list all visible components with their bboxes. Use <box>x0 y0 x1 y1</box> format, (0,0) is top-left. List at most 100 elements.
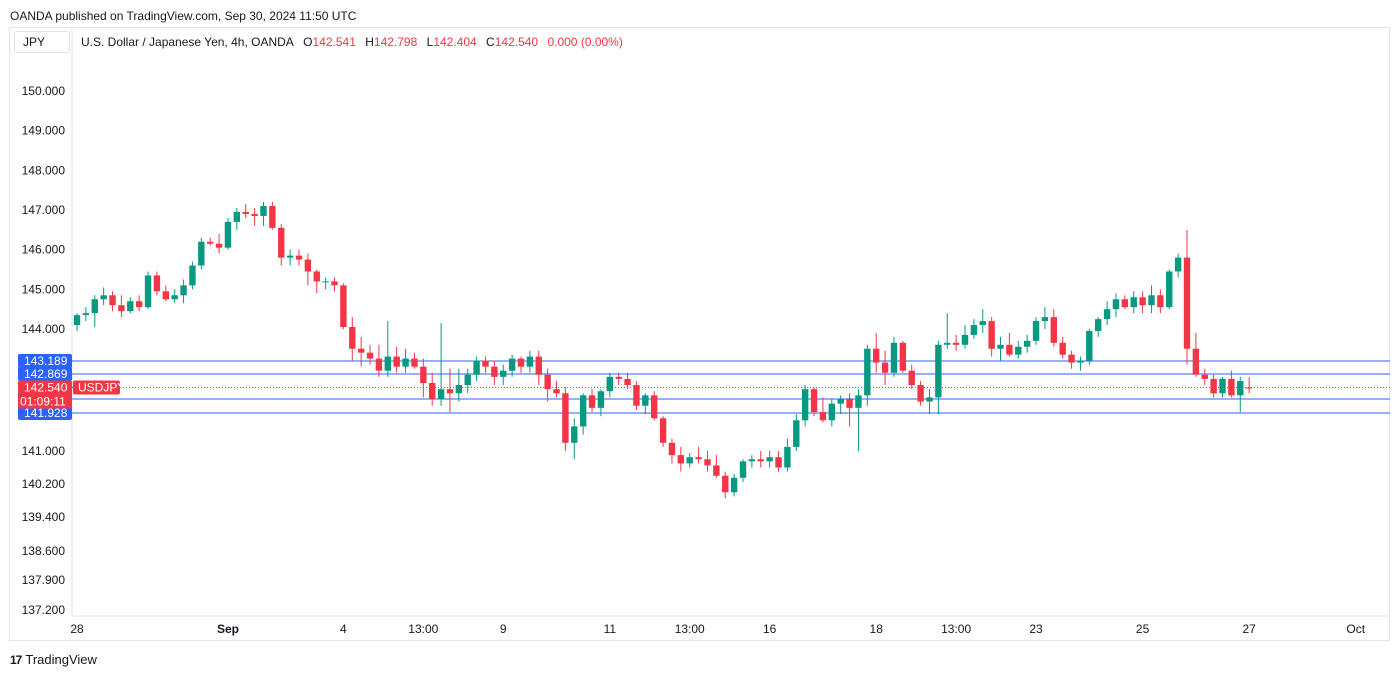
candle-body[interactable] <box>837 399 844 404</box>
candle-body[interactable] <box>686 457 693 464</box>
candle-body[interactable] <box>784 446 791 468</box>
candle-body[interactable] <box>873 348 880 363</box>
candle-body[interactable] <box>535 356 542 375</box>
candle-body[interactable] <box>1086 330 1093 361</box>
candle-body[interactable] <box>313 271 320 282</box>
candle-body[interactable] <box>1041 317 1049 322</box>
candle-body[interactable] <box>881 362 889 373</box>
candle-body[interactable] <box>908 370 915 386</box>
candle-body[interactable] <box>455 385 463 394</box>
candle-body[interactable] <box>491 366 498 377</box>
candle-body[interactable] <box>331 281 338 286</box>
candle-body[interactable] <box>899 342 907 371</box>
candle-body[interactable] <box>1015 346 1022 355</box>
candle-body[interactable] <box>1192 348 1200 375</box>
candle-body[interactable] <box>1148 295 1155 306</box>
candle-body[interactable] <box>260 206 267 216</box>
candle-body[interactable] <box>579 395 587 427</box>
candle-body[interactable] <box>588 395 596 408</box>
candle-body[interactable] <box>722 475 729 493</box>
candle-body[interactable] <box>340 285 347 328</box>
candle-body[interactable] <box>162 291 169 300</box>
candle-body[interactable] <box>997 344 1004 349</box>
candle-body[interactable] <box>295 255 303 260</box>
candle-body[interactable] <box>668 442 676 456</box>
candle-body[interactable] <box>135 301 143 308</box>
candle-body[interactable] <box>1112 299 1120 310</box>
candle-body[interactable] <box>606 376 613 392</box>
candle-body[interactable] <box>571 426 578 443</box>
candle-body[interactable] <box>624 378 631 386</box>
candle-body[interactable] <box>153 275 161 292</box>
candle-body[interactable] <box>1219 378 1226 394</box>
candle-body[interactable] <box>473 360 480 375</box>
candle-body[interactable] <box>304 259 312 272</box>
candle-body[interactable] <box>1157 295 1164 308</box>
candle-body[interactable] <box>1077 360 1084 363</box>
candle-body[interactable] <box>713 465 720 476</box>
candle-body[interactable] <box>952 342 960 345</box>
candle-body[interactable] <box>615 376 622 379</box>
candle-body[interactable] <box>846 399 853 408</box>
candle-body[interactable] <box>242 211 249 214</box>
candle-body[interactable] <box>864 348 871 396</box>
candle-body[interactable] <box>1121 299 1129 308</box>
candle-body[interactable] <box>890 342 898 373</box>
candle-body[interactable] <box>1183 257 1191 349</box>
candle-body[interactable] <box>207 241 214 244</box>
candle-body[interactable] <box>411 358 418 367</box>
candle-body[interactable] <box>517 358 525 367</box>
candle-body[interactable] <box>82 313 90 316</box>
candle-body[interactable] <box>757 459 764 462</box>
candle-body[interactable] <box>793 420 800 447</box>
candle-body[interactable] <box>739 461 747 478</box>
candle-body[interactable] <box>633 385 640 406</box>
candle-body[interactable] <box>970 325 978 335</box>
candle-body[interactable] <box>659 418 667 443</box>
candle-body[interactable] <box>357 348 365 353</box>
candle-body[interactable] <box>961 334 969 345</box>
candle-body[interactable] <box>819 412 827 421</box>
candle-body[interactable] <box>677 455 685 464</box>
candle-body[interactable] <box>766 457 773 462</box>
candle-body[interactable] <box>926 397 933 402</box>
candle-body[interactable] <box>375 358 383 371</box>
candle-body[interactable] <box>1139 297 1146 306</box>
candle-body[interactable] <box>1068 354 1075 363</box>
candle-body[interactable] <box>1166 271 1173 308</box>
candle-body[interactable] <box>402 358 409 367</box>
candle-body[interactable] <box>251 213 258 216</box>
candle-body[interactable] <box>801 389 809 421</box>
candle-body[interactable] <box>508 358 516 371</box>
candle-body[interactable] <box>828 403 835 421</box>
candle-body[interactable] <box>704 459 711 466</box>
candle-body[interactable] <box>553 389 560 394</box>
candle-body[interactable] <box>935 344 942 398</box>
candle-body[interactable] <box>544 374 551 390</box>
candle-body[interactable] <box>446 389 454 394</box>
candle-body[interactable] <box>1006 344 1013 355</box>
candle-body[interactable] <box>1103 309 1111 320</box>
candle-body[interactable] <box>1201 374 1208 379</box>
candle-body[interactable] <box>189 265 196 286</box>
candle-body[interactable] <box>1228 378 1235 396</box>
candle-body[interactable] <box>269 206 276 228</box>
candle-body[interactable] <box>349 327 356 349</box>
candle-body[interactable] <box>642 395 649 406</box>
candle-body[interactable] <box>420 366 427 384</box>
candle-body[interactable] <box>775 457 782 468</box>
candle-body[interactable] <box>198 241 205 266</box>
candle-body[interactable] <box>144 275 152 308</box>
candle-body[interactable] <box>322 281 329 283</box>
candle-body[interactable] <box>1130 297 1137 308</box>
candle-body[interactable] <box>437 389 445 400</box>
candle-body[interactable] <box>429 383 436 400</box>
candle-body[interactable] <box>730 477 738 493</box>
candle-body[interactable] <box>1210 378 1217 394</box>
candle-body[interactable] <box>1174 257 1182 272</box>
candle-body[interactable] <box>1059 342 1066 355</box>
candle-body[interactable] <box>526 356 534 367</box>
candle-body[interactable] <box>215 243 223 248</box>
candle-body[interactable] <box>127 301 134 312</box>
candle-body[interactable] <box>979 321 986 326</box>
